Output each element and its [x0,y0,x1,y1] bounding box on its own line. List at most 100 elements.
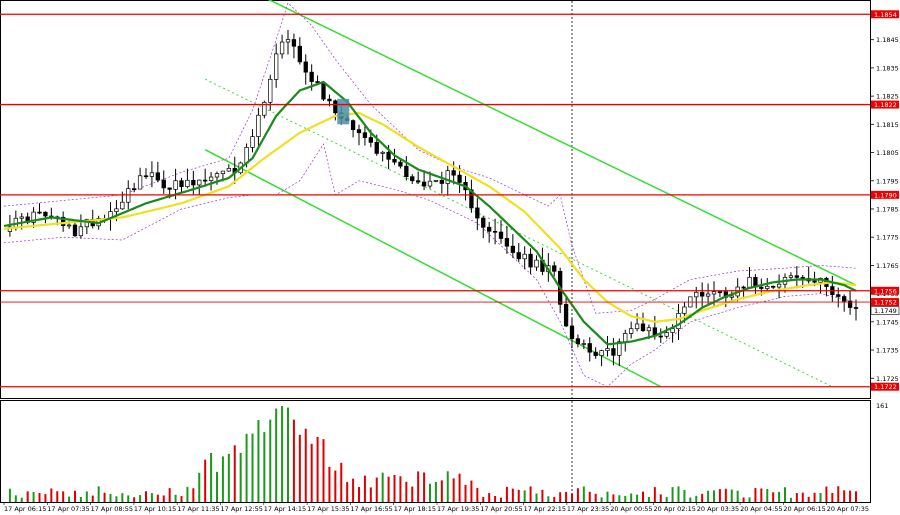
candle-body [37,211,42,214]
candle-body [729,295,734,298]
volume-bar [334,470,337,502]
y-tick-label: 1.1825 [876,93,899,101]
candle-body [759,286,764,289]
volume-bar [91,495,94,502]
volume-bar [559,492,562,502]
volume-bar [488,493,491,502]
candle-body [309,71,314,82]
volume-bar [417,471,420,502]
volume-bar [476,488,479,502]
volume-bar [358,487,360,502]
volume-bar [754,488,757,502]
candle-body [510,245,515,253]
candle-body [487,226,492,232]
candle-body [291,39,297,47]
volume-bar [68,496,71,502]
volume-bar [257,420,260,502]
volume-bar [778,491,781,502]
x-tick-label: 20 Apr 00:55 [610,505,652,513]
candle-body [315,81,320,84]
candle-body [451,170,456,176]
candle-body [522,253,527,260]
volume-bar [322,439,325,502]
volume-bar [405,481,408,502]
y-tick-label: 1.1735 [876,347,899,355]
candle-body [717,291,723,294]
volume-bar [819,493,822,502]
candle-body [303,61,308,73]
candle-body [66,224,72,227]
volume-bar [482,496,485,502]
candle-body [386,151,391,160]
x-tick-label: 17 Apr 10:15 [134,505,176,513]
volume-bar [245,433,248,502]
candle-body [43,211,48,217]
volume-bar [772,492,775,502]
price-level-badge-label: 1.1722 [874,383,897,391]
candle-body [694,291,699,298]
volume-bar [606,491,609,502]
volume-bar [79,497,82,502]
x-tick-label: 17 Apr 15:35 [307,505,349,513]
volume-bar [139,495,142,502]
volume-bar [275,408,278,502]
volume-bar [464,484,467,502]
x-tick-label: 17 Apr 20:55 [480,505,522,513]
volume-bar [571,493,573,502]
volume-bar [434,481,437,502]
volume-bar [470,480,473,502]
volume-bars [8,406,857,502]
candle-body [19,216,24,219]
current-price-badge [870,306,900,315]
volume-bar [855,491,857,502]
volume-bar [713,490,715,502]
candle-body [214,173,220,178]
y-tick-label: 1.1765 [876,262,899,270]
volume-bar [659,494,662,502]
volume-bar [411,486,414,502]
price-level-badge [871,382,899,391]
volume-bar [38,492,41,502]
candle-body [445,170,450,184]
candle-body [623,333,628,343]
volume-bar [399,476,402,502]
candle-body [220,170,226,174]
candle-body [226,168,231,172]
volume-bar [269,419,272,502]
candle-body [398,161,403,167]
volume-bar [8,488,11,502]
candle-body [771,285,776,288]
x-tick-label: 17 Apr 12:55 [221,505,263,513]
current-price-label: 1.1749 [874,307,897,315]
y-tick-label: 1.1775 [876,234,899,242]
trend-line-1 [267,0,857,286]
y-tick-label: 1.1795 [876,177,899,185]
volume-bar [642,491,644,502]
candle-body [285,39,291,43]
envelope-lower [3,143,857,388]
volume-bar [795,493,798,502]
candle-body [617,341,622,356]
volume-bar [180,496,183,502]
candle-body [481,217,486,228]
candle-body [599,350,604,356]
candle-body [587,343,592,353]
volume-bar [340,462,343,502]
volume-bar [97,486,100,502]
volume-bar [807,496,810,502]
volume-bar [216,471,218,502]
volume-bar [730,489,733,502]
y-tick-label: 1.1845 [876,36,899,44]
volume-bar [352,478,355,502]
volume-bar [600,497,603,502]
candle-body [765,285,770,289]
candle-body [646,327,652,332]
candle-body [333,100,338,114]
x-tick-label: 17 Apr 18:15 [394,505,436,513]
candle-body [191,179,196,186]
candle-body [262,101,267,116]
volume-bar [695,495,698,502]
price-level-badge [871,286,899,295]
candle-body [203,179,208,182]
volume-bar [298,434,301,502]
